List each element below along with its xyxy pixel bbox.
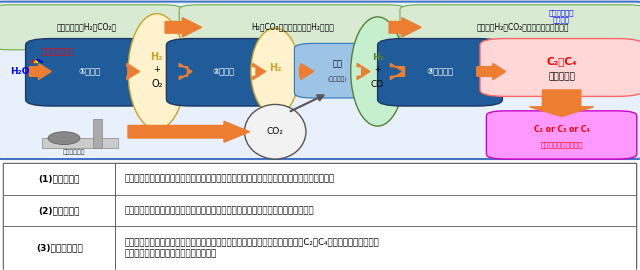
FancyBboxPatch shape	[294, 43, 381, 98]
Text: 水から製造する水素と発電所や工場などから排出する二酸化炭素を原料としてC₂～C₄オレフィンを目的別に
合成する触媒およびプロセス技術の開発: 水から製造する水素と発電所や工場などから排出する二酸化炭素を原料としてC₂～C₄…	[125, 238, 380, 259]
Polygon shape	[127, 63, 140, 80]
Text: 太陽エネルギー: 太陽エネルギー	[42, 47, 74, 56]
FancyBboxPatch shape	[179, 5, 406, 50]
Text: O₂: O₂	[151, 79, 163, 89]
FancyArrow shape	[530, 90, 594, 116]
Text: ②分離膜: ②分離膜	[213, 68, 235, 77]
Ellipse shape	[48, 132, 80, 145]
FancyBboxPatch shape	[400, 5, 640, 50]
FancyBboxPatch shape	[0, 5, 182, 50]
Text: H₂: H₂	[150, 52, 163, 62]
Polygon shape	[128, 121, 250, 142]
Polygon shape	[357, 63, 370, 80]
Bar	[3, 226, 636, 270]
Polygon shape	[390, 63, 404, 80]
Polygon shape	[29, 63, 51, 80]
Text: 改質: 改質	[333, 59, 342, 68]
Bar	[3, 195, 115, 226]
FancyBboxPatch shape	[26, 39, 154, 106]
Text: オレフィン: オレフィン	[548, 72, 575, 81]
Text: H₂: H₂	[372, 53, 383, 62]
Text: (2)分離膜開発: (2)分離膜開発	[38, 206, 80, 215]
Text: 目的別オレフィン製造: 目的別オレフィン製造	[540, 141, 583, 148]
Text: (3)合成触媒開発: (3)合成触媒開発	[36, 244, 83, 253]
Bar	[3, 163, 115, 195]
Text: H₂: H₂	[269, 63, 282, 73]
FancyBboxPatch shape	[166, 39, 282, 106]
FancyBboxPatch shape	[486, 111, 637, 159]
Ellipse shape	[244, 104, 306, 159]
Text: +: +	[154, 65, 160, 74]
Polygon shape	[389, 18, 421, 37]
Text: プラスチック
等の原料: プラスチック 等の原料	[548, 9, 574, 23]
Text: 分離したH₂とCO₂からオレフィンを製造: 分離したH₂とCO₂からオレフィンを製造	[477, 23, 570, 32]
Text: 発電所、工場: 発電所、工場	[62, 150, 85, 156]
Polygon shape	[165, 18, 202, 37]
Polygon shape	[179, 63, 192, 80]
Text: (1)光触媒開発: (1)光触媒開発	[38, 174, 80, 183]
Ellipse shape	[128, 14, 186, 129]
Bar	[3, 195, 636, 226]
Text: H₂O: H₂O	[10, 67, 29, 76]
Text: ①光触媒: ①光触媒	[79, 68, 100, 77]
FancyBboxPatch shape	[42, 138, 118, 148]
Text: C₂～C₄: C₂～C₄	[547, 56, 577, 66]
Text: 生成した水素と酸素の混合気体から水素を分離する分離膜およびモジュールの開発: 生成した水素と酸素の混合気体から水素を分離する分離膜およびモジュールの開発	[125, 206, 314, 215]
Bar	[93, 119, 102, 148]
Text: ③合成触媒: ③合成触媒	[426, 68, 454, 77]
Polygon shape	[477, 63, 506, 80]
Text: (仮存技術): (仮存技術)	[328, 77, 348, 82]
Text: 水を分解してH₂とCO₂に: 水を分解してH₂とCO₂に	[56, 23, 116, 32]
Text: H₂とCO₂の混合ガスからH₂を分離: H₂とCO₂の混合ガスからH₂を分離	[252, 23, 334, 32]
Text: CO: CO	[371, 80, 384, 89]
Text: +: +	[374, 65, 381, 74]
Text: CO₂: CO₂	[267, 127, 284, 136]
Bar	[3, 226, 115, 270]
Polygon shape	[300, 63, 314, 80]
Ellipse shape	[351, 17, 404, 126]
Ellipse shape	[251, 28, 300, 115]
Text: C₂ or C₃ or C₄: C₂ or C₃ or C₄	[534, 125, 589, 134]
Bar	[3, 163, 636, 195]
FancyBboxPatch shape	[378, 39, 502, 106]
Text: 太陽光エネルギーを利用した水分解で水素と酸素を製造する光触媒およびモジュールの開発: 太陽光エネルギーを利用した水分解で水素と酸素を製造する光触媒およびモジュールの開…	[125, 174, 335, 183]
FancyBboxPatch shape	[0, 2, 640, 159]
Polygon shape	[253, 63, 266, 80]
FancyBboxPatch shape	[480, 39, 640, 96]
